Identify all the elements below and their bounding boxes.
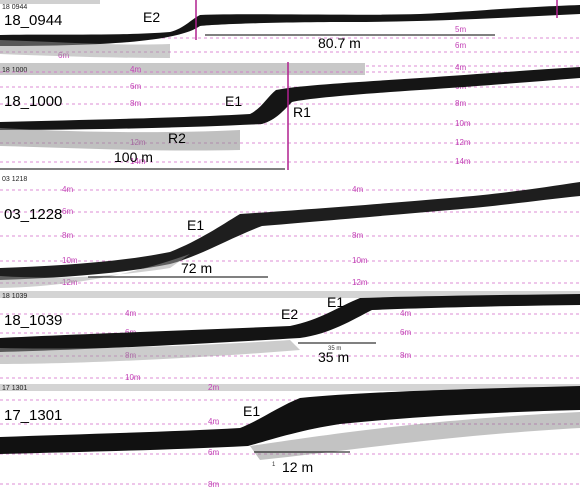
depth-label: 8m bbox=[62, 231, 73, 240]
panel-17-1301: 17 1301 2m 4m 6m 8m 17_1301 E1 1 12 m bbox=[0, 383, 580, 489]
panel-label: 18_0944 bbox=[4, 12, 62, 29]
seabed-scatter bbox=[0, 128, 240, 151]
seabed-echo bbox=[0, 182, 580, 280]
depth-label: 8m bbox=[130, 99, 141, 108]
feature-label: E1 bbox=[225, 93, 242, 109]
header-band bbox=[0, 384, 580, 391]
depth-label: 4m bbox=[62, 185, 73, 194]
feature-label: E2 bbox=[281, 306, 298, 322]
panel-03-1228: 03 1218 4m 6m 8m 10m 12m 4m 6m 8m 10m 12… bbox=[0, 176, 580, 288]
seabed-scatter bbox=[0, 40, 170, 58]
seabed-scatter bbox=[250, 412, 580, 460]
scale-label: 72 m bbox=[181, 260, 212, 276]
depth-label: 6m bbox=[455, 41, 466, 50]
seabed-echo bbox=[0, 294, 580, 352]
scale-label: 35 m bbox=[318, 349, 349, 365]
seabed-echo bbox=[0, 386, 580, 454]
depth-label: 10m bbox=[125, 373, 141, 382]
seabed-echo bbox=[0, 67, 580, 130]
depth-label: 6m bbox=[208, 448, 219, 457]
depth-label: 10m bbox=[352, 256, 368, 265]
panel-small-id: 18 1000 bbox=[2, 67, 27, 74]
panel-small-id: 18 0944 bbox=[2, 4, 27, 11]
header-band bbox=[0, 0, 100, 4]
scale-label: 80.7 m bbox=[318, 35, 361, 51]
panel-18-1039: 18 1039 4m 6m 8m 10m 4m 6m 8m 18_1039 E2… bbox=[0, 291, 580, 382]
scale-label: 12 m bbox=[282, 459, 313, 475]
scale-note: 1 bbox=[272, 462, 276, 468]
depth-label: 2m bbox=[208, 383, 219, 392]
depth-label: 6m bbox=[400, 328, 411, 337]
depth-label: 12m bbox=[352, 278, 368, 287]
seabed-echo bbox=[0, 5, 580, 46]
header-band bbox=[0, 291, 580, 298]
depth-label: 4m bbox=[130, 65, 141, 74]
depth-label: 8m bbox=[455, 99, 466, 108]
depth-label: 10m bbox=[455, 119, 471, 128]
depth-label: 8m bbox=[400, 351, 411, 360]
panel-label: 17_1301 bbox=[4, 407, 62, 424]
depth-label: 14m bbox=[455, 157, 471, 166]
depth-label: 5m bbox=[455, 25, 466, 34]
depth-label: 4m bbox=[125, 309, 136, 318]
depth-label: 6m bbox=[62, 207, 73, 216]
feature-label: E1 bbox=[327, 294, 344, 310]
depth-label: 6m bbox=[130, 82, 141, 91]
depth-label: 4m bbox=[400, 309, 411, 318]
feature-label: E2 bbox=[143, 9, 160, 25]
depth-label: 4m bbox=[208, 417, 219, 426]
panel-18-0944: 18 0944 5m 6m 4m 5m 6m 18_0944 E2 80.7 m bbox=[0, 0, 580, 67]
depth-label: 4m bbox=[455, 63, 466, 72]
header-band bbox=[0, 63, 365, 75]
seabed-scatter bbox=[0, 340, 300, 364]
scale-label: 100 m bbox=[114, 149, 153, 165]
seabed-scatter bbox=[0, 254, 190, 288]
panel-label: 03_1228 bbox=[4, 206, 62, 223]
depth-label: 8m bbox=[208, 480, 219, 489]
depth-label: 4m bbox=[352, 185, 363, 194]
feature-label: R1 bbox=[293, 104, 311, 120]
scale-note: 35 m bbox=[328, 346, 341, 352]
panel-small-id: 18 1039 bbox=[2, 293, 27, 300]
depth-label: 12m bbox=[455, 138, 471, 147]
feature-label: E1 bbox=[187, 217, 204, 233]
depth-label: 14m bbox=[130, 157, 146, 166]
feature-label: R2 bbox=[168, 130, 186, 146]
depth-label: 8m bbox=[352, 231, 363, 240]
panel-small-id: 03 1218 bbox=[2, 176, 27, 183]
panel-label: 18_1000 bbox=[4, 93, 62, 110]
panel-small-id: 17 1301 bbox=[2, 385, 27, 392]
panel-18-1000: 18 1000 4m 6m 8m 10m 12m 14m 4m 6m 8m 10… bbox=[0, 62, 580, 170]
panel-label: 18_1039 bbox=[4, 312, 62, 329]
depth-label: 10m bbox=[62, 256, 78, 265]
feature-label: E1 bbox=[243, 403, 260, 419]
